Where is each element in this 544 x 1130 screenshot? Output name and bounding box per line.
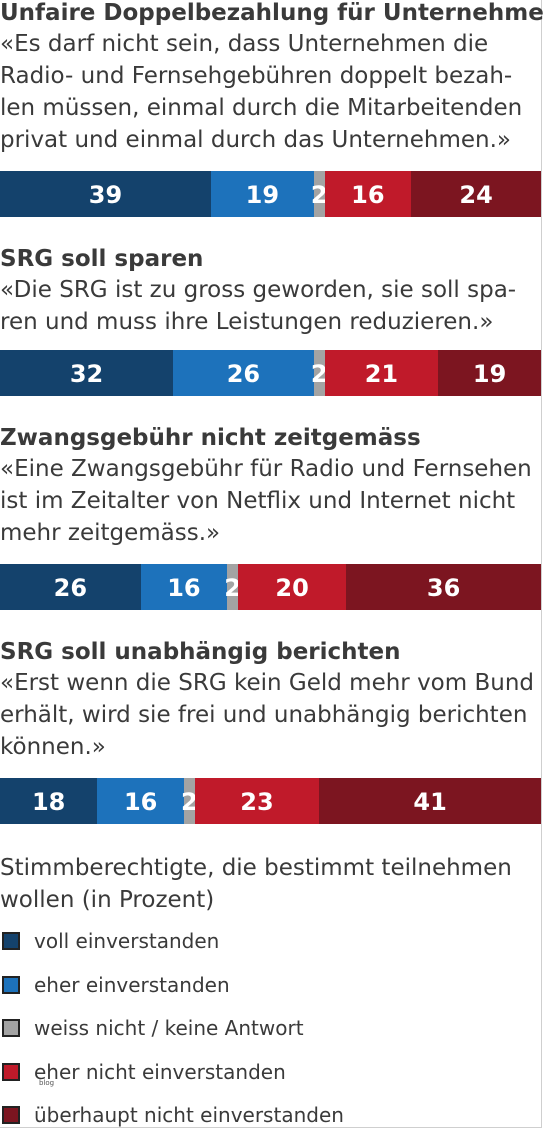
legend-label: weiss nicht / keine Antwort [34,1016,304,1040]
stacked-bar: 18 16 2 23 41 [0,778,541,824]
bar-segment [0,564,141,610]
stacked-bar: 26 16 2 20 36 [0,564,541,610]
data-label: 21 [364,360,399,388]
bar-segment [183,778,195,824]
statement-quote: «Erst wenn die SRG kein Geld mehr vom Bu… [0,670,534,760]
statement-title: SRG soll sparen [0,246,204,272]
bar-segment [97,778,184,824]
bar-segment [194,778,320,824]
statement-quote: «Es darf nicht sein, dass Unternehmen di… [0,31,523,153]
statement-2: SRG soll sparen «Die SRG ist zu gross gew… [0,244,541,338]
legend-swatch [2,1062,20,1081]
data-label: 16 [351,181,385,209]
legend-swatch [2,1106,20,1124]
bar-segment [0,778,98,824]
data-label: 2 [224,574,241,602]
footer-mark: blog [39,1079,55,1087]
legend-label: überhaupt nicht einverstanden [34,1103,344,1127]
data-label: 2 [180,788,198,816]
bar-segment [319,778,541,824]
data-label: 41 [413,788,447,816]
bar-segment [313,350,325,396]
data-label: 19 [245,181,280,209]
stacked-bar: 39 19 2 16 24 [0,171,541,217]
data-label: 24 [459,181,493,209]
bar-segment [438,350,541,396]
data-label: 26 [226,360,261,388]
data-label: 32 [69,360,104,388]
statement-title: SRG soll unabhängig berichten [0,639,401,665]
bar-segment [173,350,314,396]
data-label: 39 [88,181,123,209]
bar-segment [140,564,228,610]
legend-label: eher nicht einverstanden [34,1059,286,1084]
bar-segment [227,564,239,610]
bar-segment [411,171,541,217]
statement-4: SRG soll unabhängig berichten «Erst wenn … [0,637,541,763]
bar-segment [210,171,314,217]
bar-segment [313,171,325,217]
legend-swatch [2,975,20,994]
data-label: 2 [310,181,328,209]
data-label: 19 [472,360,507,388]
bar-segment [238,564,347,610]
statement-1: Unfaire Doppelbezahlung für Unternehmen «… [0,0,544,156]
bar-segment [0,350,174,396]
bar-segment [324,350,439,396]
legend-label: voll einverstanden [34,929,220,953]
data-label: 26 [53,574,88,602]
statement-title: Zwangsgebühr nicht zeitgemäss [0,425,421,451]
legend-label: eher einverstanden [34,972,230,997]
legend-swatch [2,1019,20,1037]
bar-segment [324,171,412,217]
statement-title: Unfaire Doppelbezahlung für Unternehmen [0,0,544,26]
data-label: 23 [240,788,274,816]
bar-segment [0,171,211,217]
data-label: 18 [31,788,66,816]
legend-title: Stimmberechtigte, die bestimmt teilnehme… [0,855,512,913]
data-label: 36 [426,574,461,602]
statement-quote: «Eine Zwangsgebühr für Radio und Fernseh… [0,456,532,546]
statement-quote: «Die SRG ist zu gross geworden, sie soll… [0,277,517,335]
legend-swatch [2,932,20,950]
bar-segment [346,564,541,610]
data-label: 2 [310,360,328,388]
stacked-bar: 32 26 2 21 19 [0,350,541,396]
data-label: 20 [275,574,309,602]
statement-3: Zwangsgebühr nicht zeitgemäss «Eine Zwang… [0,423,541,549]
data-label: 16 [167,574,201,602]
data-label: 16 [123,788,158,816]
